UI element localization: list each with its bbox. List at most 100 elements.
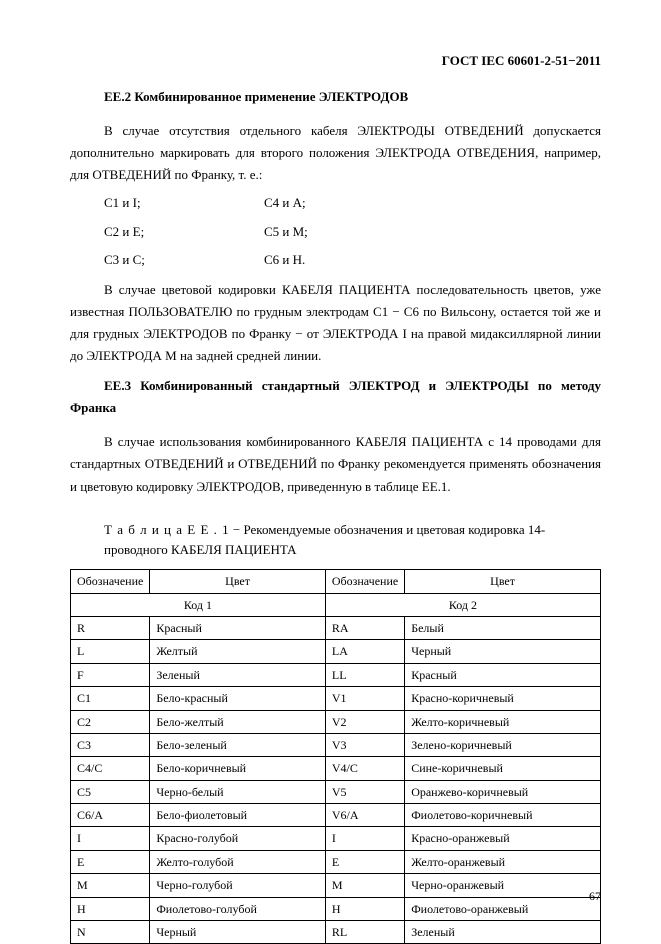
table-cell: Фиолетово-оранжевый — [405, 897, 601, 920]
document-page: ГОСТ IEC 60601-2-51−2011 ЕЕ.2 Комбиниров… — [0, 0, 661, 936]
pair-right: C4 и A; — [264, 192, 306, 214]
code-2-header: Код 2 — [325, 593, 600, 616]
table-cell: L — [71, 640, 150, 663]
table-cell: Зелено-коричневый — [405, 733, 601, 756]
table-cell: F — [71, 663, 150, 686]
section-ee2-heading: ЕЕ.2 Комбинированное применение ЭЛЕКТРОД… — [70, 86, 601, 108]
table-cell: LA — [325, 640, 404, 663]
pair-row: C3 и C; C6 и H. — [104, 249, 601, 271]
table-cell: Зеленый — [150, 663, 326, 686]
section-ee3-paragraph-1: В случае использования комбинированного … — [70, 431, 601, 497]
table-cell: Желтый — [150, 640, 326, 663]
table-cell: V6/A — [325, 804, 404, 827]
pair-left: C3 и C; — [104, 249, 264, 271]
table-cell: Желто-голубой — [150, 850, 326, 873]
table-cell: Белый — [405, 616, 601, 639]
table-row: C3Бело-зеленыйV3Зелено-коричневый — [71, 733, 601, 756]
table-cell: Красно-оранжевый — [405, 827, 601, 850]
table-cell: Черно-белый — [150, 780, 326, 803]
table-caption-prefix: Т а б л и ц а Е Е . 1 — [104, 522, 230, 537]
pair-right: C5 и M; — [264, 221, 308, 243]
table-cell: Желто-оранжевый — [405, 850, 601, 873]
table-cell: I — [325, 827, 404, 850]
table-cell: C4/C — [71, 757, 150, 780]
table-row: C6/AБело-фиолетовыйV6/AФиолетово-коричне… — [71, 804, 601, 827]
table-cell: E — [71, 850, 150, 873]
electrode-pair-list: C1 и I; C4 и A; C2 и E; C5 и M; C3 и C; … — [104, 192, 601, 270]
pair-row: C2 и E; C5 и M; — [104, 221, 601, 243]
table-cell: LL — [325, 663, 404, 686]
pair-right: C6 и H. — [264, 249, 305, 271]
pair-left: C1 и I; — [104, 192, 264, 214]
table-cell: V5 — [325, 780, 404, 803]
table-cell: Красно-голубой — [150, 827, 326, 850]
table-cell: V1 — [325, 687, 404, 710]
section-ee3-heading: ЕЕ.3 Комбинированный стандартный ЭЛЕКТРО… — [70, 375, 601, 419]
table-cell: Красный — [150, 616, 326, 639]
table-cell: Бело-фиолетовый — [150, 804, 326, 827]
table-ee1: Обозначение Цвет Обозначение Цвет Код 1 … — [70, 569, 601, 944]
table-cell: I — [71, 827, 150, 850]
table-row: MЧерно-голубойMЧерно-оранжевый — [71, 874, 601, 897]
table-row: RКрасныйRAБелый — [71, 616, 601, 639]
table-row: LЖелтыйLAЧерный — [71, 640, 601, 663]
table-cell: C6/A — [71, 804, 150, 827]
table-cell: M — [71, 874, 150, 897]
table-cell: Бело-желтый — [150, 710, 326, 733]
table-cell: R — [71, 616, 150, 639]
table-row: IКрасно-голубойIКрасно-оранжевый — [71, 827, 601, 850]
table-cell: H — [325, 897, 404, 920]
table-row: NЧерныйRLЗеленый — [71, 921, 601, 944]
table-cell: M — [325, 874, 404, 897]
section-ee2-paragraph-1: В случае отсутствия отдельного кабеля ЭЛ… — [70, 120, 601, 186]
section-ee2-paragraph-2: В случае цветовой кодировки КАБЕЛЯ ПАЦИЕ… — [70, 279, 601, 367]
table-cell: V2 — [325, 710, 404, 733]
col-designation-2: Обозначение — [325, 570, 404, 593]
col-color-1: Цвет — [150, 570, 326, 593]
table-cell: Красный — [405, 663, 601, 686]
table-cell: E — [325, 850, 404, 873]
col-designation-1: Обозначение — [71, 570, 150, 593]
table-cell: Желто-коричневый — [405, 710, 601, 733]
table-cell: RA — [325, 616, 404, 639]
pair-row: C1 и I; C4 и A; — [104, 192, 601, 214]
table-cell: N — [71, 921, 150, 944]
table-cell: Зеленый — [405, 921, 601, 944]
table-row: HФиолетово-голубойHФиолетово-оранжевый — [71, 897, 601, 920]
table-cell: Бело-зеленый — [150, 733, 326, 756]
table-cell: H — [71, 897, 150, 920]
table-row: C2Бело-желтыйV2Желто-коричневый — [71, 710, 601, 733]
table-header-row: Обозначение Цвет Обозначение Цвет — [71, 570, 601, 593]
table-row: C5Черно-белыйV5Оранжево-коричневый — [71, 780, 601, 803]
table-cell: Бело-красный — [150, 687, 326, 710]
table-row: C1Бело-красныйV1Красно-коричневый — [71, 687, 601, 710]
table-row: FЗеленыйLLКрасный — [71, 663, 601, 686]
table-cell: Бело-коричневый — [150, 757, 326, 780]
table-cell: Оранжево-коричневый — [405, 780, 601, 803]
table-cell: C1 — [71, 687, 150, 710]
code-1-header: Код 1 — [71, 593, 326, 616]
pair-left: C2 и E; — [104, 221, 264, 243]
table-row: C4/CБело-коричневыйV4/CСине-коричневый — [71, 757, 601, 780]
col-color-2: Цвет — [405, 570, 601, 593]
table-cell: Фиолетово-коричневый — [405, 804, 601, 827]
document-id: ГОСТ IEC 60601-2-51−2011 — [70, 50, 601, 72]
table-cell: V3 — [325, 733, 404, 756]
table-cell: C5 — [71, 780, 150, 803]
table-row: EЖелто-голубойEЖелто-оранжевый — [71, 850, 601, 873]
table-cell: Черный — [405, 640, 601, 663]
table-cell: V4/C — [325, 757, 404, 780]
table-ee1-caption: Т а б л и ц а Е Е . 1 − Рекомендуемые об… — [104, 520, 601, 562]
table-cell: C3 — [71, 733, 150, 756]
table-cell: C2 — [71, 710, 150, 733]
table-cell: RL — [325, 921, 404, 944]
table-cell: Черный — [150, 921, 326, 944]
table-cell: Сине-коричневый — [405, 757, 601, 780]
table-body: RКрасныйRAБелыйLЖелтыйLAЧерныйFЗеленыйLL… — [71, 616, 601, 943]
table-cell: Красно-коричневый — [405, 687, 601, 710]
table-cell: Черно-голубой — [150, 874, 326, 897]
table-cell: Фиолетово-голубой — [150, 897, 326, 920]
table-subheader-row: Код 1 Код 2 — [71, 593, 601, 616]
table-cell: Черно-оранжевый — [405, 874, 601, 897]
page-number: 67 — [589, 886, 601, 906]
